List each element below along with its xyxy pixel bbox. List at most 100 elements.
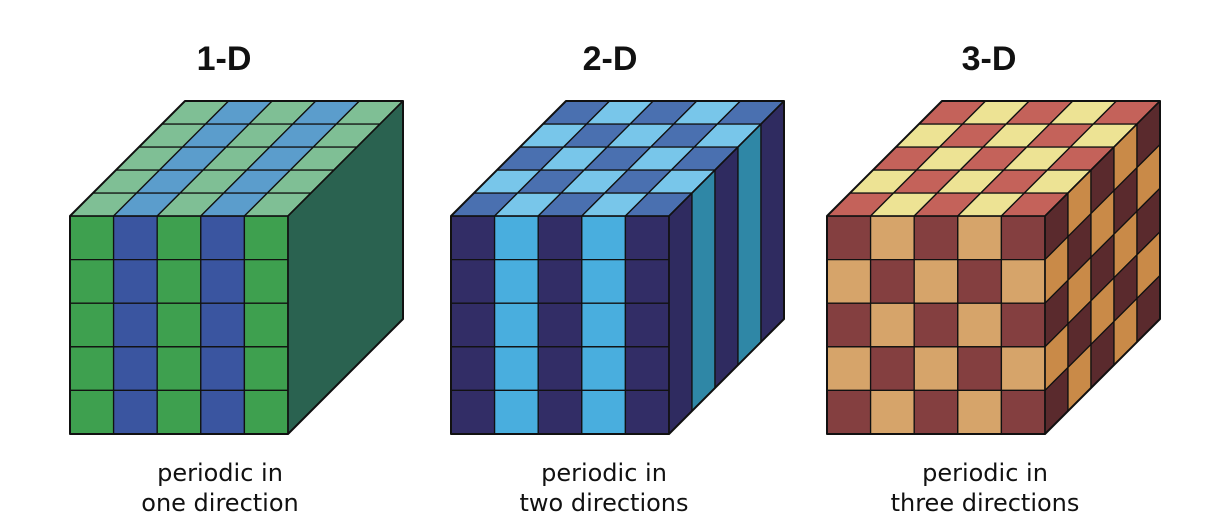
front-face-cell xyxy=(913,215,959,261)
front-face-cell xyxy=(869,389,915,435)
front-face-cell xyxy=(624,215,670,261)
front-face-cell xyxy=(156,215,202,261)
front-face-cell xyxy=(493,346,539,392)
front-face-cell xyxy=(112,389,158,435)
side-face-stripe xyxy=(691,169,716,412)
front-face-cell xyxy=(493,302,539,348)
block-outline xyxy=(69,100,404,435)
front-face-cell xyxy=(826,302,872,348)
front-face-cell xyxy=(826,258,872,304)
front-face-cell xyxy=(1000,302,1046,348)
crystal-1d-block xyxy=(69,100,404,435)
front-face-cell xyxy=(581,215,627,261)
front-face-cell xyxy=(913,302,959,348)
front-face-cell xyxy=(1000,346,1046,392)
front-face-cell xyxy=(243,215,289,261)
crystal-2d-block xyxy=(450,100,785,435)
crystal-1d: 1-D periodic in one direction xyxy=(69,40,404,517)
front-face-cell xyxy=(156,302,202,348)
front-face-cell xyxy=(537,389,583,435)
crystal-2d: 2-D periodic in two directions xyxy=(450,40,785,517)
front-face-cell xyxy=(243,389,289,435)
front-face-cell xyxy=(493,258,539,304)
front-face-cell xyxy=(537,346,583,392)
side-face-stripe xyxy=(737,123,762,366)
front-face-cell xyxy=(200,215,246,261)
front-face-cell xyxy=(957,346,1003,392)
crystal-2d-caption-line2: two directions xyxy=(519,489,688,517)
front-face-cell xyxy=(624,346,670,392)
block-outline xyxy=(826,100,1161,435)
front-face-cell xyxy=(69,389,115,435)
front-face-cell xyxy=(112,258,158,304)
front-face-cell xyxy=(450,302,496,348)
front-face-cell xyxy=(1000,215,1046,261)
crystal-2d-caption-line1: periodic in xyxy=(541,459,667,487)
front-face-cell xyxy=(156,258,202,304)
front-face-cell xyxy=(493,389,539,435)
crystal-2d-title: 2-D xyxy=(583,40,638,78)
front-face-cell xyxy=(200,346,246,392)
crystal-1d-caption-line2: one direction xyxy=(141,489,298,517)
front-face-cell xyxy=(957,389,1003,435)
crystal-1d-title: 1-D xyxy=(197,40,252,78)
front-face-cell xyxy=(112,215,158,261)
crystal-3d-title: 3-D xyxy=(962,40,1017,78)
front-face-cell xyxy=(69,215,115,261)
crystal-3d-caption-line1: periodic in xyxy=(922,459,1048,487)
front-face-cell xyxy=(826,215,872,261)
front-face-cell xyxy=(869,346,915,392)
front-face-cell xyxy=(869,302,915,348)
front-face-cell xyxy=(581,346,627,392)
front-face-cell xyxy=(450,215,496,261)
front-face-cell xyxy=(112,346,158,392)
crystal-3d: 3-D periodic in three directions xyxy=(826,40,1161,517)
front-face-cell xyxy=(581,389,627,435)
front-face-cell xyxy=(581,258,627,304)
front-face-cell xyxy=(869,215,915,261)
side-face-stripe xyxy=(714,146,739,389)
front-face-cell xyxy=(957,258,1003,304)
side-face-stripe xyxy=(668,192,693,435)
crystal-3d-block xyxy=(826,100,1161,435)
block-front-edge xyxy=(827,100,1161,434)
front-face-cell xyxy=(913,346,959,392)
front-face-cell xyxy=(957,215,1003,261)
block-outline xyxy=(450,100,785,435)
front-face-cell xyxy=(913,258,959,304)
front-face-cell xyxy=(243,302,289,348)
front-face-cell xyxy=(913,389,959,435)
front-face-cell xyxy=(1000,389,1046,435)
front-face-cell xyxy=(69,258,115,304)
front-face-cell xyxy=(243,346,289,392)
front-face-cell xyxy=(537,302,583,348)
front-face-cell xyxy=(450,258,496,304)
front-face-cell xyxy=(624,302,670,348)
front-face-cell xyxy=(1000,258,1046,304)
front-face-cell xyxy=(537,215,583,261)
front-face-cell xyxy=(156,346,202,392)
front-face-cell xyxy=(112,302,158,348)
front-face-cell xyxy=(537,258,583,304)
front-face-cell xyxy=(450,389,496,435)
front-face-cell xyxy=(957,302,1003,348)
front-face-cell xyxy=(200,302,246,348)
front-face-cell xyxy=(581,302,627,348)
crystal-1d-caption-line1: periodic in xyxy=(157,459,283,487)
front-face-cell xyxy=(450,346,496,392)
front-face-cell xyxy=(826,346,872,392)
front-face-cell xyxy=(69,302,115,348)
front-face-cell xyxy=(200,258,246,304)
front-face-cell xyxy=(243,258,289,304)
front-face-cell xyxy=(69,346,115,392)
block-front-edge xyxy=(70,100,404,434)
crystal-3d-caption-line2: three directions xyxy=(891,489,1080,517)
front-face-cell xyxy=(826,389,872,435)
front-face-cell xyxy=(200,389,246,435)
front-face-cell xyxy=(156,389,202,435)
front-face-cell xyxy=(493,215,539,261)
front-face-cell xyxy=(869,258,915,304)
front-face-cell xyxy=(624,258,670,304)
side-face-stripe xyxy=(760,100,785,343)
